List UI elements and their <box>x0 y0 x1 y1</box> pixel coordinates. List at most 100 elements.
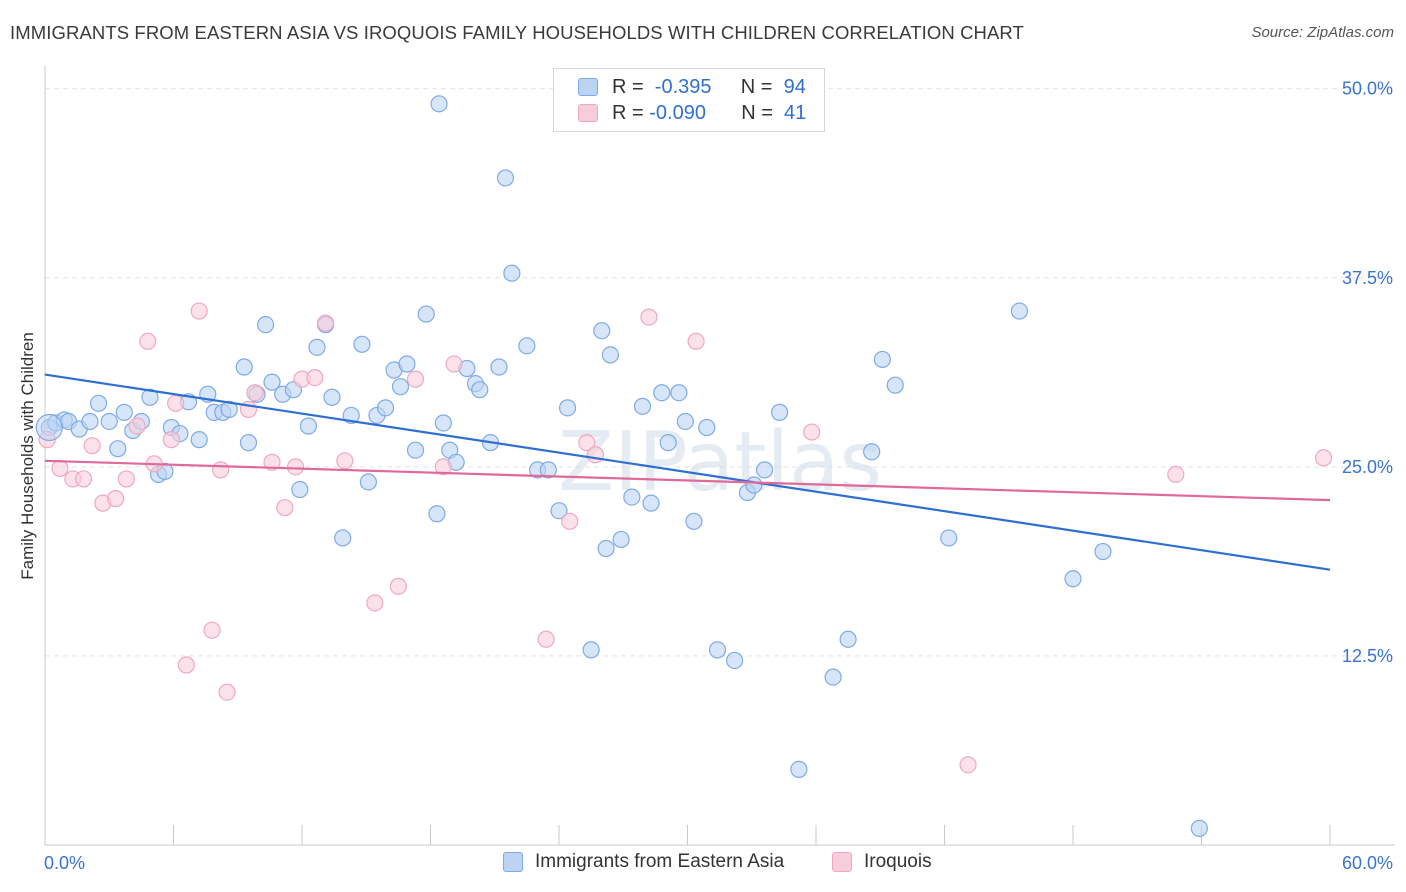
point-immigrants <box>471 381 489 399</box>
legend-label-immigrants: Immigrants from Eastern Asia <box>535 851 785 872</box>
n-label: N = <box>740 75 784 98</box>
point-iroquois <box>162 431 180 449</box>
point-immigrants <box>863 443 881 461</box>
point-immigrants <box>353 335 371 353</box>
y-tick-label: 50.0% <box>1342 79 1393 99</box>
legend-swatch-iroquois <box>578 104 598 122</box>
point-immigrants <box>886 376 904 394</box>
point-iroquois <box>83 437 101 455</box>
point-immigrants <box>597 539 615 558</box>
point-immigrants <box>824 668 842 686</box>
axes <box>44 66 1395 846</box>
point-immigrants <box>430 95 448 113</box>
y-tick-labels: 12.5% 25.0% 37.5% 50.0% <box>1342 79 1393 666</box>
point-immigrants <box>81 412 99 431</box>
y-tick-label: 25.0% <box>1342 457 1393 477</box>
point-immigrants <box>539 461 557 479</box>
point-immigrants <box>582 641 600 659</box>
point-iroquois <box>640 308 658 326</box>
point-immigrants <box>115 403 133 421</box>
point-immigrants <box>417 305 435 323</box>
point-iroquois <box>139 332 157 350</box>
point-immigrants <box>1094 542 1112 561</box>
trendlines <box>44 373 1331 571</box>
point-iroquois <box>177 656 195 674</box>
r-label: R = <box>612 101 650 124</box>
point-iroquois <box>107 490 125 508</box>
point-immigrants <box>89 394 108 412</box>
point-immigrants <box>239 434 258 452</box>
point-iroquois <box>366 594 384 612</box>
point-iroquois <box>578 434 596 452</box>
point-iroquois <box>128 417 146 435</box>
legend-label-iroquois: Iroquois <box>864 851 932 872</box>
point-immigrants <box>490 358 508 376</box>
point-immigrants <box>100 412 118 431</box>
point-immigrants <box>503 264 521 282</box>
point-immigrants <box>35 413 63 442</box>
point-immigrants <box>770 403 789 421</box>
point-iroquois <box>803 423 821 441</box>
point-iroquois <box>537 630 555 648</box>
point-immigrants <box>623 488 641 506</box>
point-iroquois <box>74 470 93 488</box>
points-layer <box>35 95 1333 837</box>
legend-swatch-iroquois <box>832 852 852 872</box>
point-immigrants <box>940 529 958 547</box>
point-iroquois <box>263 453 281 471</box>
point-immigrants <box>633 397 652 415</box>
point-immigrants <box>434 414 452 432</box>
point-iroquois <box>51 459 69 477</box>
legend-row-iroquois: R = -0.090 N = 41 <box>578 101 806 125</box>
n-value-immigrants: 94 <box>783 75 806 98</box>
trendline-iroquois <box>44 459 1331 502</box>
legend-item-immigrants[interactable]: Immigrants from Eastern Asia <box>503 851 784 873</box>
point-immigrants <box>755 461 774 479</box>
point-immigrants <box>398 355 416 373</box>
point-immigrants <box>428 505 446 523</box>
point-immigrants <box>685 512 703 530</box>
point-immigrants <box>334 529 352 547</box>
point-immigrants <box>698 418 716 437</box>
series-legend: Immigrants from Eastern Asia Iroquois <box>0 851 1406 879</box>
point-iroquois <box>190 302 208 320</box>
legend-item-iroquois[interactable]: Iroquois <box>832 851 932 873</box>
point-iroquois <box>434 458 452 476</box>
point-immigrants <box>550 502 568 520</box>
point-immigrants <box>659 434 677 452</box>
point-iroquois <box>316 314 335 332</box>
point-immigrants <box>558 399 577 417</box>
point-immigrants <box>670 384 688 402</box>
legend-row-immigrants: R = -0.395 N = 94 <box>578 75 806 99</box>
point-immigrants <box>376 399 395 417</box>
point-immigrants <box>359 473 377 491</box>
point-immigrants <box>141 388 159 406</box>
chart-title: IMMIGRANTS FROM EASTERN ASIA VS IROQUOIS… <box>10 22 1024 43</box>
point-immigrants <box>612 530 630 549</box>
x-tick-label: 60.0% <box>1342 853 1393 873</box>
point-iroquois <box>336 452 354 470</box>
point-iroquois <box>959 756 977 774</box>
point-iroquois <box>1167 465 1185 484</box>
point-immigrants <box>1064 570 1082 588</box>
point-immigrants <box>676 412 694 431</box>
point-iroquois <box>445 355 463 373</box>
point-immigrants <box>263 373 281 391</box>
r-label: R = <box>612 75 655 98</box>
x-tick-label: 0.0% <box>44 853 85 873</box>
point-immigrants <box>1190 819 1208 837</box>
point-iroquois <box>218 683 236 701</box>
point-immigrants <box>323 388 341 406</box>
point-immigrants <box>593 322 611 340</box>
point-iroquois <box>586 446 605 464</box>
point-immigrants <box>391 378 410 396</box>
point-immigrants <box>235 358 253 376</box>
point-iroquois <box>687 332 705 350</box>
trendline-immigrants <box>44 373 1331 571</box>
source-credit: Source: ZipAtlas.com <box>1251 24 1394 41</box>
point-immigrants <box>190 431 208 449</box>
point-immigrants <box>518 337 536 355</box>
point-iroquois <box>212 461 230 479</box>
n-label: N = <box>741 101 785 124</box>
point-immigrants <box>745 476 763 494</box>
